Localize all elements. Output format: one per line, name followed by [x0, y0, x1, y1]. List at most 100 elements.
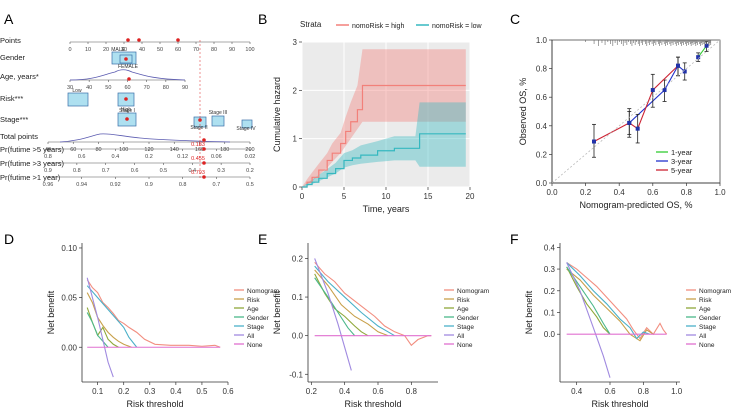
nomogram-tick-label: 80 — [211, 47, 217, 53]
x-tick-label: 0.8 — [406, 387, 418, 396]
nomogram-tick-label: 80 — [163, 85, 169, 91]
series-line-nomogram — [86, 279, 221, 348]
y-tick-label: 0.10 — [61, 244, 77, 253]
legend-label-nomorisk-low: nomoRisk = low — [432, 23, 483, 30]
y-tick-label: 0.3 — [544, 265, 556, 274]
nomogram-row-label: Pr(futime >5 years) — [0, 145, 64, 154]
ci-band-nomorisk-low — [302, 102, 466, 187]
nomogram-row-label: Gender — [0, 53, 26, 62]
series-line-stage — [86, 285, 138, 348]
gender-box-male-label: MALE — [111, 47, 125, 53]
x-tick-label: 0.6 — [647, 188, 659, 197]
calibration-panel: 0.0 0.2 0.4 0.6 0.8 1.0 0.0 0.2 0.4 0.6 0.8 1.0 Nomo… — [518, 36, 726, 210]
nomogram-tick-label: 140 — [170, 147, 179, 153]
selected-point-marker — [202, 175, 206, 179]
legend-label-all: All — [457, 333, 465, 340]
nomogram-tick-label: 20 — [103, 47, 109, 53]
selected-point-marker — [127, 77, 131, 81]
legend-label-risk: Risk — [457, 297, 470, 304]
y-tick-label: 2 — [293, 86, 298, 95]
y-tick-label: 0.2 — [536, 150, 548, 159]
x-tick-label: 0.2 — [306, 387, 318, 396]
nomogram-tick-label: 0.92 — [110, 182, 121, 188]
prob-1yr-value: 0.793 — [191, 170, 205, 176]
x-tick-label: 0.6 — [372, 387, 384, 396]
x-tick-label: 0.8 — [681, 188, 693, 197]
legend-label-1-year: 1-year — [671, 148, 693, 157]
series-line-nomogram — [314, 261, 432, 347]
panel-letter-c: C — [510, 11, 520, 27]
x-tick-label: 0.3 — [144, 387, 156, 396]
nomogram-tick-label: 0.5 — [246, 182, 254, 188]
nomogram-tick-label: 0.9 — [44, 168, 52, 174]
x-tick-label: 0.4 — [571, 387, 583, 396]
nomogram-row-label: Stage*** — [0, 115, 28, 124]
series-line-all — [86, 277, 114, 378]
x-tick-label: 15 — [424, 192, 433, 201]
data-point-5-year — [592, 139, 596, 144]
y-tick-label: 1.0 — [536, 36, 548, 45]
selected-point-marker — [124, 97, 128, 101]
nomogram-row-label: Pr(futime >1 year) — [0, 173, 61, 182]
stage-box-4 — [241, 119, 253, 129]
series-line-all — [566, 262, 611, 378]
legend-label-nomogram: Nomogram — [699, 288, 731, 295]
nomogram-tick-label: 0.02 — [245, 154, 256, 160]
nomogram-tick-label: 0.3 — [217, 168, 225, 174]
data-point-5-year — [627, 120, 632, 125]
selected-point-marker — [137, 38, 141, 42]
y-tick-label: 0.0 — [544, 330, 556, 339]
ci-band-nomorisk-high — [302, 49, 466, 187]
selected-point-marker — [124, 57, 128, 61]
nomogram-tick-label: 70 — [193, 47, 199, 53]
y-tick-label: 0.0 — [292, 332, 304, 341]
nomogram-tick-label: 10 — [85, 47, 91, 53]
nomogram-tick-label: 0.2 — [246, 168, 254, 174]
rug-ticks — [585, 40, 712, 46]
nomogram-tick-label: 60 — [175, 47, 181, 53]
nomogram-tick-label: 0.96 — [43, 182, 54, 188]
y-tick-label: 0.4 — [544, 243, 556, 252]
legend-label-risk: Risk — [247, 297, 260, 304]
nomogram-tick-label: 80 — [95, 147, 101, 153]
legend-label-nomorisk-high: nomoRisk = high — [352, 23, 404, 30]
data-point-1-year — [696, 55, 701, 60]
nomogram-tick-label: 0.8 — [44, 154, 52, 160]
legend-label-risk: Risk — [699, 297, 712, 304]
y-axis-label: Cumulative hazard — [272, 77, 282, 152]
x-tick-label: 0.6 — [222, 387, 234, 396]
legend-label-age: Age — [699, 306, 711, 313]
decision-curve-panel-f: 0.4 0.6 0.8 1.0 0.0 0.1 0.2 0.3 0.4 Risk threshol… — [524, 243, 731, 409]
nomogram-tick-label: 90 — [229, 47, 235, 53]
total-density — [59, 133, 231, 143]
series-line-gender — [314, 277, 356, 337]
x-axis-label: Risk threshold — [126, 399, 183, 409]
nomogram-tick-label: 70 — [144, 85, 150, 91]
prob-5yr-value: 0.183 — [191, 142, 205, 148]
series-line-stage — [566, 262, 651, 340]
x-axis-label: Nomogram-predicted OS, % — [579, 200, 692, 210]
nomogram-tick-label: 0.7 — [102, 168, 110, 174]
x-tick-label: 0.4 — [339, 387, 351, 396]
x-tick-label: 5 — [342, 192, 347, 201]
legend-label-3-year: 3-year — [671, 157, 693, 166]
nomogram-tick-label: 0.4 — [112, 154, 120, 160]
panel-letter-e: E — [258, 231, 267, 247]
series-line-risk — [566, 268, 654, 342]
legend-label-none: None — [247, 342, 263, 349]
series-line-nomorisk-high — [302, 84, 466, 188]
nomogram-tick-label: 0.2 — [145, 154, 153, 160]
data-point-1-year — [704, 43, 709, 48]
x-tick-label: 0.2 — [118, 387, 130, 396]
plot-frame — [551, 39, 721, 184]
x-axis-label: Risk threshold — [344, 399, 401, 409]
panel-letter-b: B — [258, 11, 267, 27]
data-point-3-year — [682, 69, 687, 74]
risk-box-high-label: High — [121, 107, 132, 113]
stage-box-1-label: Stage I — [119, 108, 135, 114]
nomogram-tick-label: 0.6 — [78, 154, 86, 160]
series-line-nomogram — [566, 262, 668, 340]
legend-label-gender: Gender — [247, 315, 270, 322]
x-tick-label: 0.8 — [638, 387, 650, 396]
